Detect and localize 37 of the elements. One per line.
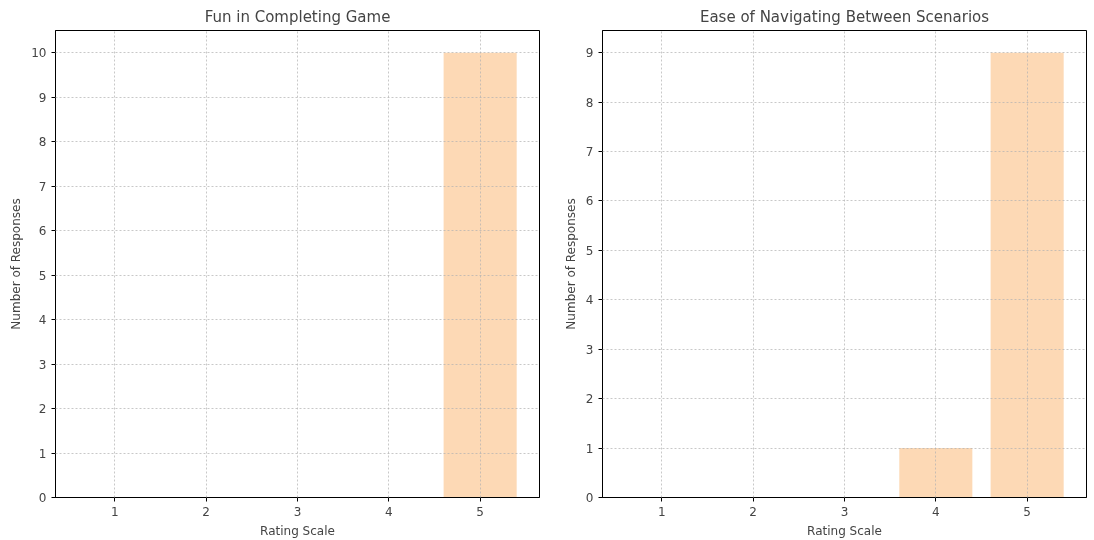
x-tick-label: 4 bbox=[932, 504, 940, 519]
y-tick-label: 3 bbox=[585, 342, 594, 357]
x-tick-label: 4 bbox=[385, 504, 393, 519]
y-tick-label: 5 bbox=[585, 243, 594, 258]
y-tick-label: 10 bbox=[31, 46, 47, 61]
y-tick-label: 0 bbox=[38, 491, 47, 505]
y-tick-label: 9 bbox=[585, 46, 594, 61]
y-axis-title: Number of Responses bbox=[9, 198, 24, 330]
y-tick-label: 7 bbox=[38, 179, 47, 194]
y-tick-label: 6 bbox=[585, 194, 594, 209]
y-tick-label: 2 bbox=[38, 402, 47, 417]
x-axis-title: Rating Scale bbox=[807, 523, 882, 538]
chart-title: Fun in Completing Game bbox=[204, 7, 391, 26]
y-tick-label: 8 bbox=[38, 135, 47, 150]
y-tick-label: 4 bbox=[38, 313, 47, 328]
y-tick-label: 1 bbox=[38, 446, 47, 461]
x-tick-label: 5 bbox=[476, 504, 484, 519]
y-tick-label: 8 bbox=[585, 95, 594, 110]
y-tick-label: 7 bbox=[585, 145, 594, 160]
y-tick-label: 1 bbox=[585, 441, 594, 456]
y-tick-label: 9 bbox=[38, 90, 47, 105]
x-tick-label: 3 bbox=[840, 504, 849, 519]
y-tick-label: 2 bbox=[585, 392, 594, 407]
y-tick-label: 5 bbox=[38, 268, 47, 283]
x-tick-label: 1 bbox=[658, 504, 666, 519]
x-tick-label: 3 bbox=[293, 504, 302, 519]
x-tick-label: 1 bbox=[111, 504, 119, 519]
x-tick-label: 2 bbox=[202, 504, 210, 519]
y-tick-label: 4 bbox=[585, 293, 594, 308]
x-axis-title: Rating Scale bbox=[260, 523, 335, 538]
x-tick-label: 5 bbox=[1023, 504, 1031, 519]
y-tick-label: 3 bbox=[38, 357, 47, 372]
x-tick-label: 2 bbox=[749, 504, 757, 519]
y-axis-title: Number of Responses bbox=[563, 198, 578, 330]
y-tick-label: 6 bbox=[38, 224, 47, 239]
y-tick-label: 0 bbox=[585, 491, 594, 505]
chart-title: Ease of Navigating Between Scenarios bbox=[699, 7, 990, 26]
